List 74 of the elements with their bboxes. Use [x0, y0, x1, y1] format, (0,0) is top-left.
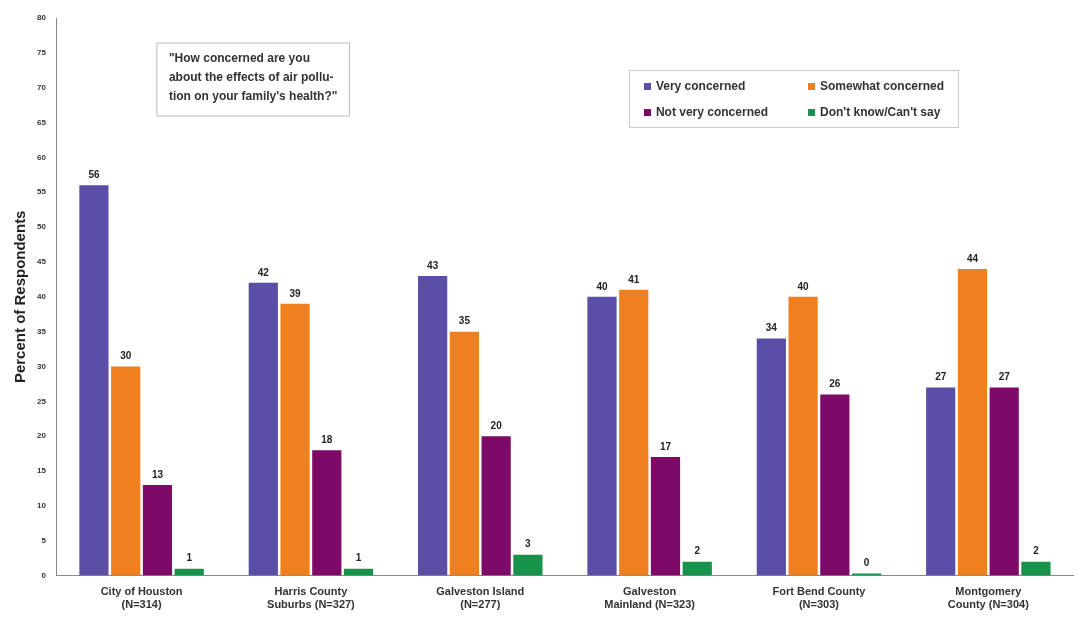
data-label: 26 [829, 378, 841, 390]
y-tick-label: 60 [36, 152, 47, 162]
bar [989, 387, 1019, 576]
y-tick-label: 0 [41, 570, 47, 580]
x-tick-label: City of Houston (N=314) [100, 585, 183, 611]
bar [926, 387, 956, 576]
data-label: 34 [765, 322, 778, 334]
x-tick-label: Galveston Island (N=277) [436, 585, 525, 611]
x-tick-label: Montgomery County (N=304) [947, 585, 1030, 611]
data-label: 27 [998, 371, 1011, 383]
data-label: 30 [120, 350, 132, 362]
legend-label: Very concerned [655, 79, 746, 93]
data-label: 43 [427, 259, 439, 271]
data-label: 2 [1033, 545, 1040, 557]
bar [513, 554, 543, 576]
y-tick-label: 25 [36, 396, 47, 406]
bar [756, 338, 786, 576]
bar [280, 303, 310, 576]
bar [481, 436, 511, 576]
bar [418, 275, 448, 576]
y-tick-label: 70 [36, 82, 47, 92]
data-label: 17 [659, 440, 672, 452]
data-label: 18 [321, 433, 333, 445]
bar [248, 282, 278, 576]
data-label: 56 [88, 169, 100, 181]
y-tick-label: 55 [36, 187, 47, 197]
bar [142, 484, 173, 576]
legend-label: Not very concerned [655, 105, 768, 119]
bar [788, 296, 818, 576]
legend-label: Somewhat concerned [819, 79, 944, 93]
y-tick-label: 40 [36, 292, 47, 301]
data-label: 35 [458, 315, 471, 327]
bar [820, 394, 850, 576]
y-tick-label: 10 [36, 501, 47, 511]
data-label: 1 [355, 552, 362, 564]
bar [449, 331, 479, 576]
bar [1021, 561, 1051, 576]
bar [79, 185, 109, 576]
bar [682, 561, 712, 576]
data-label: 42 [257, 266, 270, 278]
y-tick-label: 35 [36, 326, 47, 336]
bar [587, 296, 617, 576]
bar [619, 289, 649, 576]
x-tick-label: Harris County Suburbs (N=327) [267, 585, 356, 611]
data-label: 3 [525, 538, 532, 550]
data-label: 20 [490, 419, 503, 431]
data-label: 0 [863, 557, 870, 569]
bar [312, 450, 342, 576]
bar [111, 366, 141, 576]
data-label: 41 [628, 273, 640, 285]
data-label: 40 [596, 280, 608, 292]
y-tick-label: 30 [36, 361, 47, 371]
y-tick-label: 80 [36, 13, 47, 23]
x-tick-label: Galveston Mainland (N=323) [604, 585, 696, 611]
y-tick-label: 45 [36, 257, 47, 267]
x-tick-label: Fort Bend County (N=303) [772, 585, 867, 611]
data-label: 2 [694, 545, 701, 557]
y-tick-label: 50 [36, 222, 47, 232]
y-tick-label: 65 [36, 117, 47, 127]
y-axis-title: Percent of Respondents [11, 210, 29, 384]
legend-label: Don't know/Can't say [819, 105, 941, 119]
data-label: 13 [151, 468, 164, 480]
data-label: 40 [797, 280, 810, 292]
bar [957, 268, 988, 576]
bar [650, 457, 681, 576]
data-label: 39 [289, 287, 302, 299]
data-label: 27 [935, 371, 947, 383]
data-label: 1 [186, 552, 193, 564]
y-tick-label: 15 [36, 466, 47, 476]
annotation: "How concerned are you about the effects of air pollu- tion on your family's health?" [168, 51, 338, 104]
data-label: 44 [966, 252, 979, 264]
y-tick-label: 20 [36, 431, 47, 441]
y-tick-label: 75 [36, 48, 47, 58]
y-tick-label: 5 [41, 535, 47, 545]
